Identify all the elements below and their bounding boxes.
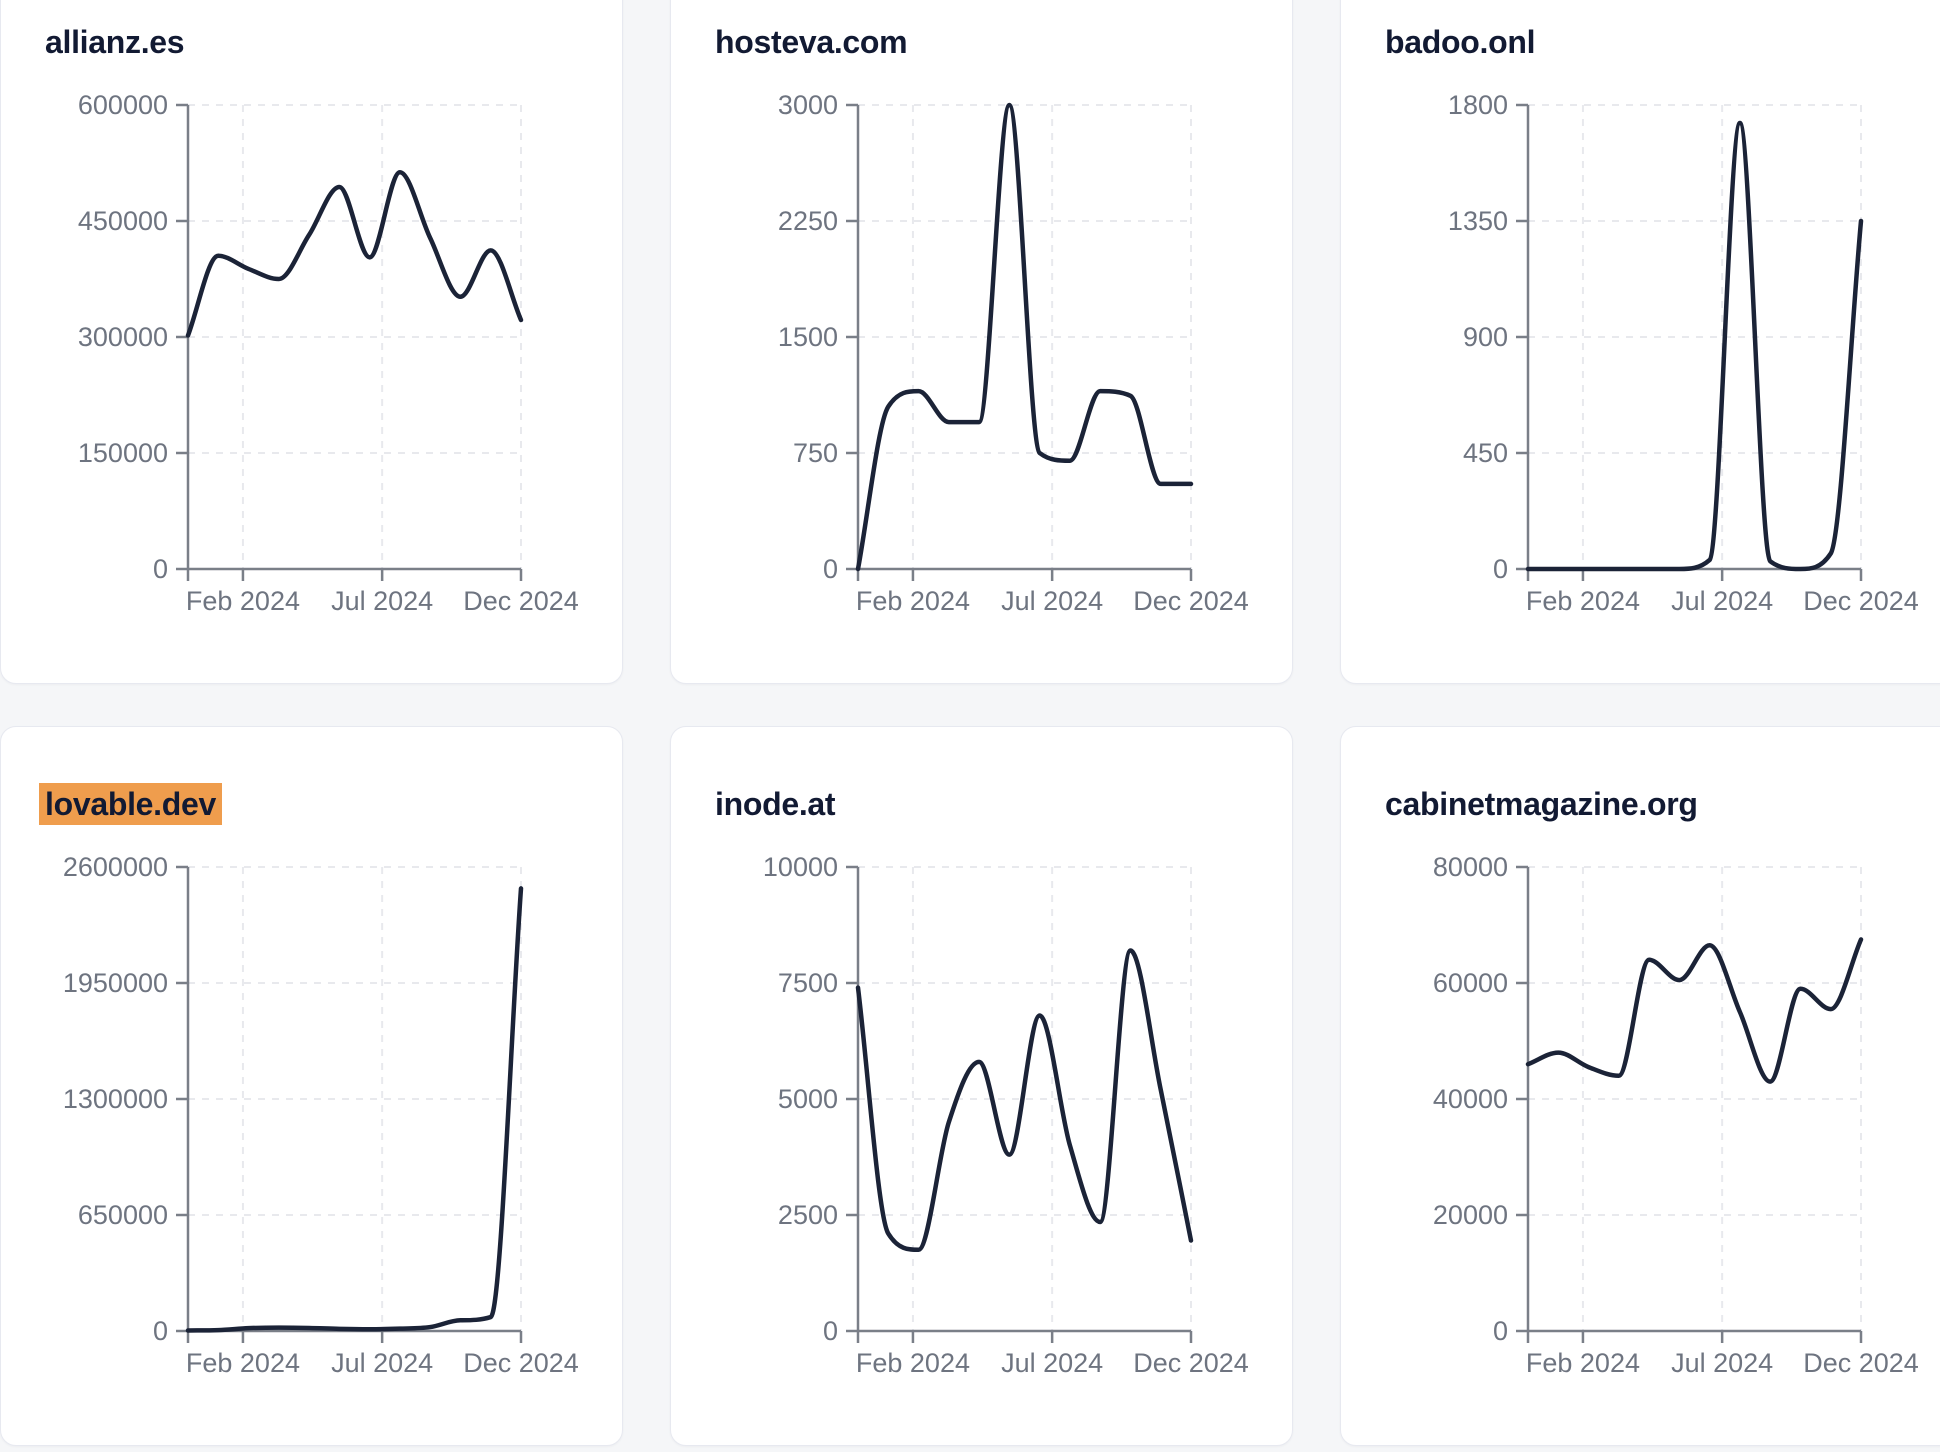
y-tick-label: 0	[153, 554, 168, 584]
line-chart: 0 750 1500 2250 3000 Feb 2024 Jul 2024 Dec 2024	[778, 90, 1249, 616]
chart-title: badoo.onl	[1385, 22, 1535, 62]
y-tick-label: 0	[1493, 1316, 1508, 1346]
chart-title: cabinetmagazine.org	[1385, 784, 1698, 824]
chart-title: lovable.dev	[39, 783, 222, 825]
chart-title: hosteva.com	[715, 22, 908, 62]
y-tick-label: 2250	[778, 206, 838, 236]
series-line	[855, 102, 1194, 572]
y-tick-label: 1300000	[63, 1084, 168, 1114]
chart-title-text: cabinetmagazine.org	[1385, 786, 1698, 822]
y-tick-label: 900	[1463, 322, 1508, 352]
chart-title-text: allianz.es	[45, 24, 185, 60]
y-tick-label: 1500	[778, 322, 838, 352]
x-tick-label: Feb 2024	[1526, 1348, 1640, 1378]
line-chart: 0 150000 300000 450000 600000 Feb 2024 Jul 202…	[78, 90, 579, 616]
line-chart: 0 650000 1300000 1950000 2600000 Feb 2024 Jul …	[63, 852, 579, 1378]
y-tick-label: 2600000	[63, 852, 168, 882]
y-tick-label: 0	[1493, 554, 1508, 584]
y-tick-label: 20000	[1433, 1200, 1508, 1230]
y-tick-label: 1800	[1448, 90, 1508, 120]
y-tick-label: 1950000	[63, 968, 168, 998]
x-tick-label: Feb 2024	[856, 586, 970, 616]
line-chart: 0 20000 40000 60000 80000 Feb 2024 Jul 2024 Dec…	[1433, 852, 1919, 1378]
x-tick-label: Jul 2024	[1001, 586, 1103, 616]
y-tick-label: 10000	[763, 852, 838, 882]
x-tick-label: Jul 2024	[331, 1348, 433, 1378]
x-tick-label: Jul 2024	[1671, 586, 1773, 616]
x-tick-label: Dec 2024	[1133, 1348, 1249, 1378]
series-line	[185, 170, 524, 338]
y-tick-label: 0	[153, 1316, 168, 1346]
chart-card: cabinetmagazine.org 0 20000 40000 60000 8000…	[1340, 726, 1940, 1446]
line-chart: 0 450 900 1350 1800 Feb 2024 Jul 2024 Dec 2024	[1448, 90, 1919, 616]
x-tick-label: Jul 2024	[1001, 1348, 1103, 1378]
series-line	[1525, 120, 1864, 572]
line-chart: 0 2500 5000 7500 10000 Feb 2024 Jul 2024 Dec 20…	[763, 852, 1249, 1378]
chart-card: inode.at 0 2500 5000 7500 10000 Feb 2024 Jul 2…	[670, 726, 1293, 1446]
series-line	[1525, 937, 1864, 1084]
x-tick-label: Dec 2024	[1803, 586, 1919, 616]
y-tick-label: 60000	[1433, 968, 1508, 998]
y-tick-label: 150000	[78, 438, 168, 468]
x-tick-label: Feb 2024	[1526, 586, 1640, 616]
y-tick-label: 450	[1463, 438, 1508, 468]
y-tick-label: 40000	[1433, 1084, 1508, 1114]
chart-card: allianz.es 0 150000 300000 450000 600000 Feb …	[0, 0, 623, 684]
y-tick-label: 7500	[778, 968, 838, 998]
chart-title-text: hosteva.com	[715, 24, 908, 60]
y-tick-label: 300000	[78, 322, 168, 352]
x-tick-label: Dec 2024	[1803, 1348, 1919, 1378]
x-tick-label: Jul 2024	[331, 586, 433, 616]
x-tick-label: Dec 2024	[463, 1348, 579, 1378]
y-tick-label: 0	[823, 1316, 838, 1346]
x-tick-label: Feb 2024	[186, 586, 300, 616]
chart-card: badoo.onl 0 450 900 1350 1800 Feb 2024 Jul 202…	[1340, 0, 1940, 684]
x-tick-label: Dec 2024	[1133, 586, 1249, 616]
y-tick-label: 600000	[78, 90, 168, 120]
y-tick-label: 650000	[78, 1200, 168, 1230]
y-tick-label: 1350	[1448, 206, 1508, 236]
x-tick-label: Feb 2024	[186, 1348, 300, 1378]
y-tick-label: 2500	[778, 1200, 838, 1230]
series-line	[185, 886, 524, 1333]
chart-title-text-highlighted: lovable.dev	[39, 783, 222, 825]
series-line	[855, 948, 1194, 1253]
chart-title-text: inode.at	[715, 786, 836, 822]
y-tick-label: 450000	[78, 206, 168, 236]
y-tick-label: 80000	[1433, 852, 1508, 882]
x-tick-label: Feb 2024	[856, 1348, 970, 1378]
y-tick-label: 3000	[778, 90, 838, 120]
chart-title: inode.at	[715, 784, 836, 824]
x-tick-label: Dec 2024	[463, 586, 579, 616]
y-tick-label: 0	[823, 554, 838, 584]
chart-title-text: badoo.onl	[1385, 24, 1536, 60]
y-tick-label: 750	[793, 438, 838, 468]
y-tick-label: 5000	[778, 1084, 838, 1114]
chart-card: lovable.dev 0 650000 1300000 1950000 2600000…	[0, 726, 623, 1446]
chart-title: allianz.es	[45, 22, 185, 62]
chart-card: hosteva.com 0 750 1500 2250 3000 Feb 2024 Jul …	[670, 0, 1293, 684]
x-tick-label: Jul 2024	[1671, 1348, 1773, 1378]
